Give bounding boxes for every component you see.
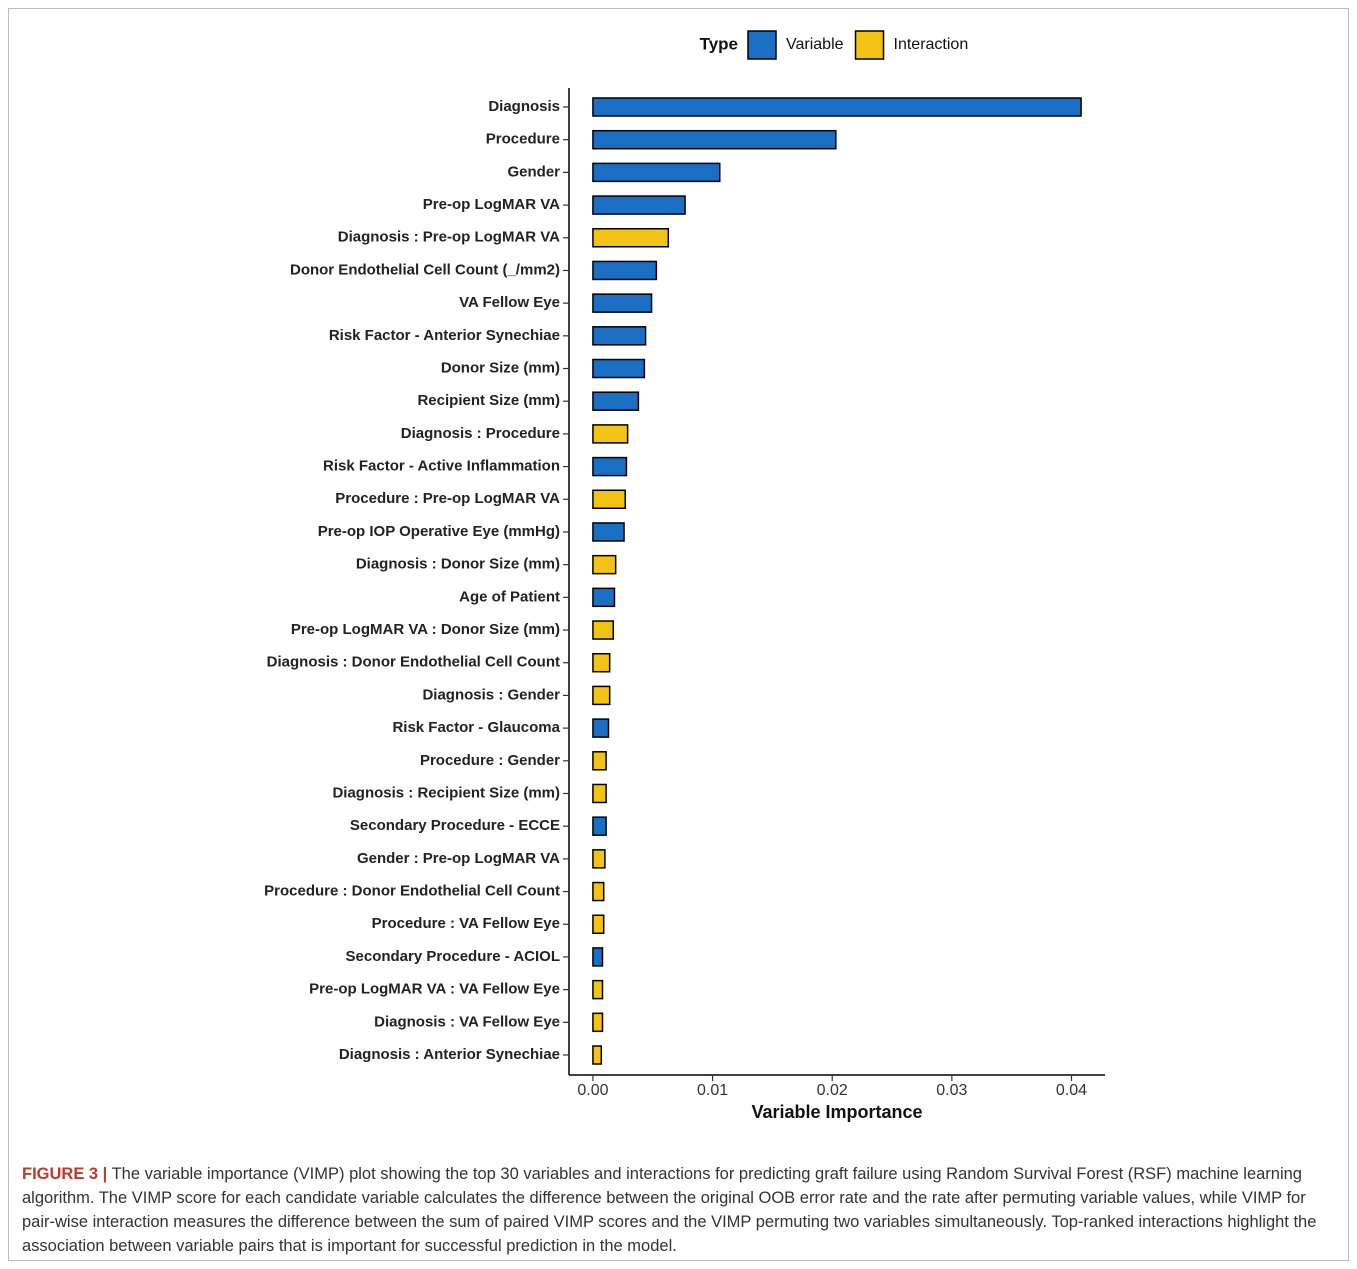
bar [592,947,604,967]
y-tick-label: Diagnosis : Donor Size (mm) [356,556,560,573]
caption: FIGURE 3 | The variable importance (VIMP… [22,1162,1332,1258]
bar [592,620,615,640]
y-tick-label: Donor Endothelial Cell Count (_/mm2) [290,261,560,278]
x-tick-label: 0.02 [817,1082,848,1099]
y-tick-label: Age of Patient [459,588,560,605]
legend-title: Type [700,34,738,53]
y-tick-label: Recipient Size (mm) [417,392,560,409]
caption-label: FIGURE 3 | [22,1165,108,1183]
bar [592,1045,603,1065]
caption-text: The variable importance (VIMP) plot show… [22,1165,1317,1255]
y-tick-label: Diagnosis : VA Fellow Eye [374,1013,560,1030]
bar [592,391,640,411]
bar [592,849,606,869]
bar [592,97,1082,117]
legend-label: Variable [786,36,844,53]
chart: Type Variable Importance 0.00 0.01 0.02 0.0… [264,30,1105,1122]
y-tick-label: Risk Factor - Glaucoma [392,719,560,736]
y-tick-label: Pre-op LogMAR VA : Donor Size (mm) [291,621,560,638]
bar [592,881,605,902]
legend-label: Interaction [894,36,969,53]
y-tick-label: VA Fellow Eye [459,294,560,311]
y-tick-label: Gender : Pre-op LogMAR VA [357,850,560,867]
y-tick-label: Diagnosis : Donor Endothelial Cell Count [267,654,560,671]
bar [592,979,604,1000]
y-tick-label: Diagnosis : Gender [422,686,560,703]
bar [592,162,721,183]
bar [592,358,646,379]
y-tick-label: Pre-op LogMAR VA [423,196,560,213]
bar [592,293,653,313]
bar [592,718,610,738]
x-tick-label: 0.00 [577,1082,608,1099]
y-tick-label: Secondary Procedure - ECCE [350,817,560,834]
y-tick-label: Secondary Procedure - ACIOL [346,948,561,965]
bar [592,424,629,444]
y-tick-label: Procedure : VA Fellow Eye [372,915,560,932]
bar [592,783,607,804]
bar [592,816,607,836]
bar [592,685,611,706]
bar [592,751,607,771]
bar [592,195,686,215]
legend-swatch [747,30,777,60]
y-tick-label: Diagnosis : Pre-op LogMAR VA [338,229,560,246]
bar [592,260,658,281]
bar [592,1012,604,1033]
y-tick-label: Pre-op LogMAR VA : VA Fellow Eye [309,981,560,998]
legend-swatch [854,30,885,60]
y-tick-label: Diagnosis [488,98,560,115]
y-tick-label: Gender [507,163,560,180]
bar [592,914,605,934]
y-tick-label: Procedure [486,131,560,148]
figure-frame [8,8,1349,1261]
bar [592,129,837,150]
y-tick-label: Risk Factor - Anterior Synechiae [329,327,560,344]
y-tick-label: Diagnosis : Procedure [401,425,560,442]
x-tick-label: 0.04 [1056,1082,1087,1099]
bar [592,228,670,248]
y-tick-label: Procedure : Donor Endothelial Cell Count [264,883,560,900]
x-tick-label: 0.03 [936,1082,967,1099]
y-tick-label: Diagnosis : Anterior Synechiae [339,1046,560,1063]
y-tick-label: Risk Factor - Active Inflammation [323,458,560,475]
bar [592,522,625,542]
x-tick-label: 0.01 [697,1082,728,1099]
x-axis-title: Variable Importance [751,1102,922,1122]
bar [592,326,647,346]
bar [592,652,611,673]
bar [592,489,626,510]
y-tick-label: Procedure : Gender [420,752,560,769]
y-tick-label: Pre-op IOP Operative Eye (mmHg) [318,523,560,540]
y-tick-label: Donor Size (mm) [441,359,560,376]
y-tick-label: Diagnosis : Recipient Size (mm) [332,784,560,801]
y-tick-label: Procedure : Pre-op LogMAR VA [335,490,560,507]
bar [592,554,617,575]
bar [592,587,616,608]
bar [592,456,628,477]
